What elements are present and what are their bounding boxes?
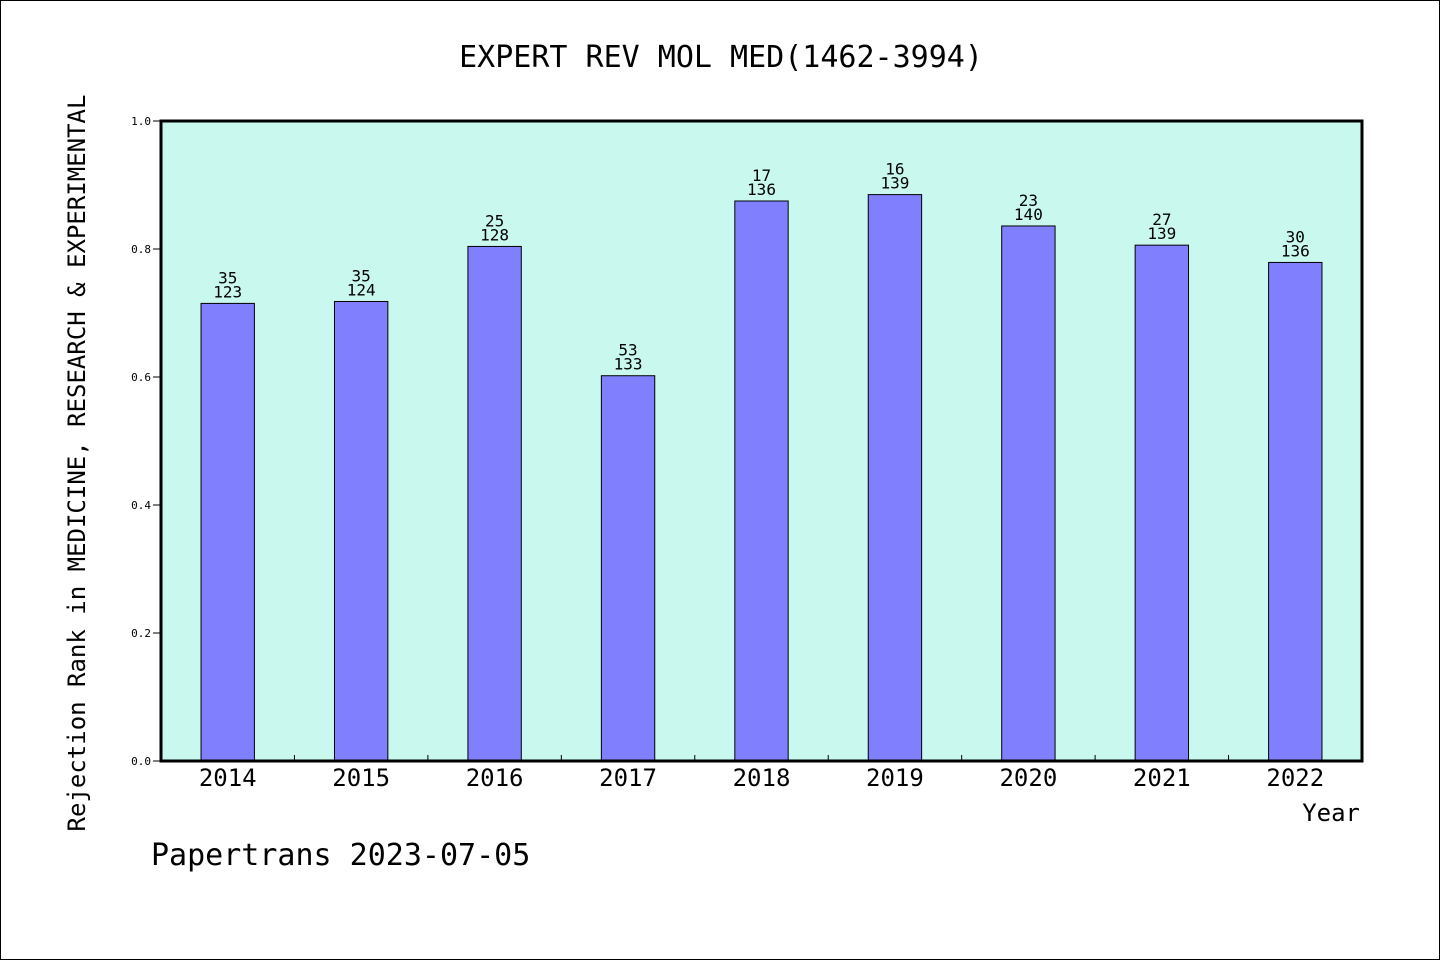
bar-2021 (1134, 244, 1190, 762)
total-label-2019: 139 (880, 174, 909, 193)
footer-credit: Papertrans 2023-07-05 (151, 838, 530, 873)
y-tick-label-0.6: 0.6 (131, 371, 151, 384)
plot-border (159, 119, 1364, 763)
bar-2015 (333, 300, 389, 762)
x-tick-label-2015: 2015 (332, 764, 390, 792)
bar-2019 (867, 194, 923, 762)
x-tick-label-2020: 2020 (999, 764, 1057, 792)
total-label-2022: 136 (1281, 241, 1310, 260)
bar-2020 (1001, 225, 1056, 762)
bar-2017 (600, 375, 656, 762)
y-tick-label-0.2: 0.2 (131, 627, 151, 640)
rank-label-2020: 23 (1019, 191, 1038, 210)
x-axis-ticks: 2014 2015 2016 2017 2018 2019 2020 2021 2022 (199, 755, 1324, 792)
rank-label-2017: 53 (618, 341, 637, 360)
rank-label-2019: 16 (885, 160, 904, 179)
bar-2022 (1268, 261, 1323, 762)
y-tick-label-0.4: 0.4 (131, 499, 151, 512)
x-tick-label-2021: 2021 (1133, 764, 1191, 792)
x-tick-label-2017: 2017 (599, 764, 657, 792)
y-tick-label-1.0: 1.0 (131, 115, 151, 128)
total-label-2016: 128 (480, 225, 509, 244)
x-tick-label-2018: 2018 (733, 764, 791, 792)
chart-title: EXPERT REV MOL MED(1462-3994) (459, 40, 983, 75)
bar-2018 (734, 200, 789, 762)
total-label-2021: 139 (1147, 224, 1176, 243)
total-label-2015: 124 (347, 280, 376, 299)
rank-label-2016: 25 (485, 211, 504, 230)
x-axis-label: Year (1302, 799, 1360, 827)
rank-label-2018: 17 (752, 166, 771, 185)
x-tick-label-2014: 2014 (199, 764, 257, 792)
x-tick-label-2019: 2019 (866, 764, 924, 792)
total-label-2014: 123 (213, 282, 242, 301)
y-tick-label-0.0: 0.0 (131, 755, 151, 768)
total-label-2020: 140 (1014, 205, 1043, 224)
rank-label-2022: 30 (1286, 227, 1305, 246)
y-tick-label-0.8: 0.8 (131, 243, 151, 256)
y-axis-ticks: 0.0 0.2 0.4 0.6 0.8 1.0 (131, 115, 161, 768)
rank-label-2021: 27 (1152, 210, 1171, 229)
total-label-2017: 133 (614, 355, 643, 374)
x-tick-label-2016: 2016 (466, 764, 524, 792)
x-tick-label-2022: 2022 (1266, 764, 1324, 792)
total-label-2018: 136 (747, 180, 776, 199)
rank-label-2014: 35 (218, 268, 237, 287)
bars-group (200, 194, 1323, 762)
bar-2016 (467, 245, 522, 762)
rank-label-2015: 35 (352, 266, 371, 285)
y-axis-label: Rejection Rank in MEDICINE, RESEARCH & E… (63, 95, 91, 832)
bar-2014 (200, 302, 255, 762)
